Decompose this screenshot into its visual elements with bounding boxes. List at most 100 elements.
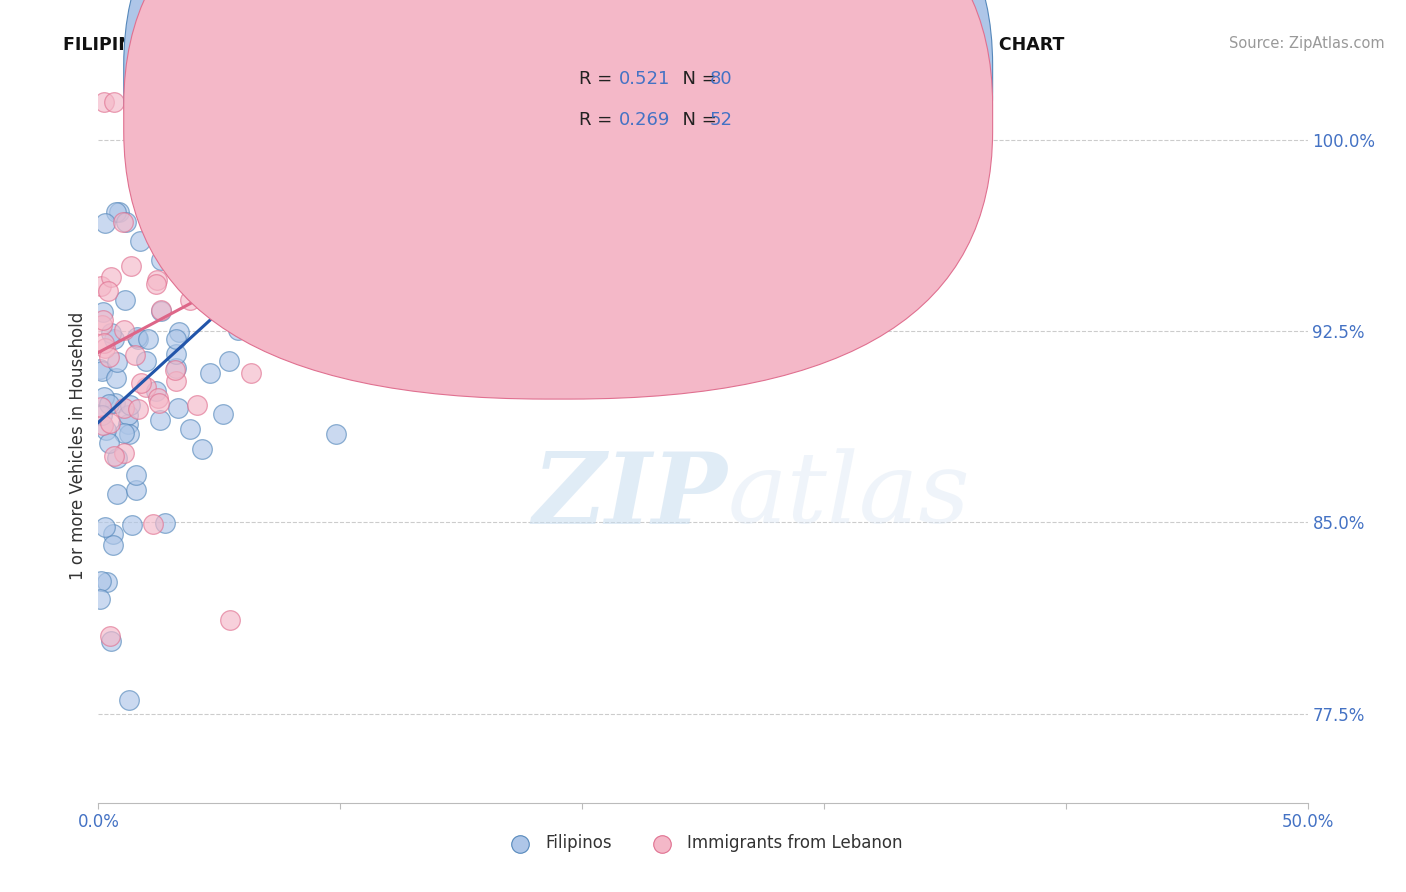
Point xyxy=(302,108,325,122)
Point xyxy=(215,160,238,174)
Point xyxy=(384,222,406,236)
Point xyxy=(115,214,138,228)
Point xyxy=(129,376,152,390)
Point xyxy=(125,330,148,344)
Point xyxy=(91,418,114,433)
Point xyxy=(153,516,176,531)
Point xyxy=(246,117,269,131)
Point xyxy=(342,108,364,122)
Point xyxy=(212,285,235,299)
Point xyxy=(236,180,259,194)
Point xyxy=(103,95,125,109)
Point xyxy=(125,483,148,497)
Point xyxy=(169,227,191,242)
Point xyxy=(127,401,149,416)
Point xyxy=(97,285,120,299)
Point xyxy=(90,279,112,293)
Point xyxy=(166,226,188,240)
Point xyxy=(165,361,187,376)
Point xyxy=(298,331,321,345)
Point xyxy=(373,239,395,253)
Point xyxy=(91,364,114,378)
Point xyxy=(90,400,112,414)
Point xyxy=(179,293,201,307)
Point xyxy=(200,277,222,291)
Point xyxy=(118,426,141,441)
Point xyxy=(135,380,157,394)
Point xyxy=(118,399,141,413)
Point xyxy=(200,277,222,291)
Point xyxy=(104,371,127,385)
Point xyxy=(142,516,165,531)
Point xyxy=(218,354,240,368)
Point xyxy=(118,693,141,707)
Point xyxy=(226,323,249,337)
Point xyxy=(111,215,134,229)
Point xyxy=(103,332,125,346)
Point xyxy=(112,425,135,440)
Point xyxy=(98,629,121,643)
Point xyxy=(100,270,122,285)
Point xyxy=(145,384,167,398)
Text: N =: N = xyxy=(671,70,723,88)
Text: R =: R = xyxy=(579,70,619,88)
Point xyxy=(112,323,135,337)
Point xyxy=(117,408,139,422)
Legend: Filipinos, Immigrants from Lebanon: Filipinos, Immigrants from Lebanon xyxy=(496,828,910,859)
Point xyxy=(101,526,124,541)
Point xyxy=(145,277,167,291)
Point xyxy=(104,396,127,410)
Point xyxy=(124,348,146,362)
Point xyxy=(91,318,114,332)
Point xyxy=(112,401,135,415)
Point xyxy=(165,363,187,377)
Point xyxy=(322,271,344,285)
Point xyxy=(382,115,405,129)
Point xyxy=(165,374,187,388)
Text: 0.521: 0.521 xyxy=(619,70,671,88)
Text: FILIPINO VS IMMIGRANTS FROM LEBANON 1 OR MORE VEHICLES IN HOUSEHOLD CORRELATION : FILIPINO VS IMMIGRANTS FROM LEBANON 1 OR… xyxy=(63,36,1064,54)
Point xyxy=(101,538,124,552)
Text: R =: R = xyxy=(579,111,619,128)
Point xyxy=(257,108,280,122)
Point xyxy=(278,242,301,256)
Point xyxy=(212,407,235,421)
Point xyxy=(339,108,361,122)
Point xyxy=(179,422,201,436)
Point xyxy=(107,205,129,219)
Text: atlas: atlas xyxy=(727,449,970,543)
Point xyxy=(225,108,247,122)
Point xyxy=(91,313,114,327)
Point xyxy=(167,326,190,340)
Point xyxy=(148,396,170,410)
Point xyxy=(325,426,347,441)
Point xyxy=(105,450,128,465)
Point xyxy=(94,520,117,534)
Point xyxy=(135,354,157,368)
Point xyxy=(239,230,262,244)
Point xyxy=(93,95,115,109)
Point xyxy=(198,252,221,267)
Text: Source: ZipAtlas.com: Source: ZipAtlas.com xyxy=(1229,36,1385,51)
Point xyxy=(214,304,236,318)
Point xyxy=(120,259,142,273)
Point xyxy=(103,450,125,464)
Point xyxy=(149,303,172,318)
Point xyxy=(112,445,135,459)
Point xyxy=(100,326,122,340)
Point xyxy=(89,362,111,376)
Point xyxy=(114,293,136,308)
Point xyxy=(93,305,115,319)
Point xyxy=(165,332,187,346)
Point xyxy=(160,252,183,267)
Point xyxy=(100,633,122,648)
Point xyxy=(96,574,118,589)
Point xyxy=(97,350,120,364)
Point xyxy=(129,234,152,248)
Text: N =: N = xyxy=(671,111,723,128)
Point xyxy=(148,391,170,405)
Point xyxy=(219,613,242,627)
Text: 52: 52 xyxy=(710,111,733,128)
Point xyxy=(191,442,214,457)
Point xyxy=(105,487,128,501)
